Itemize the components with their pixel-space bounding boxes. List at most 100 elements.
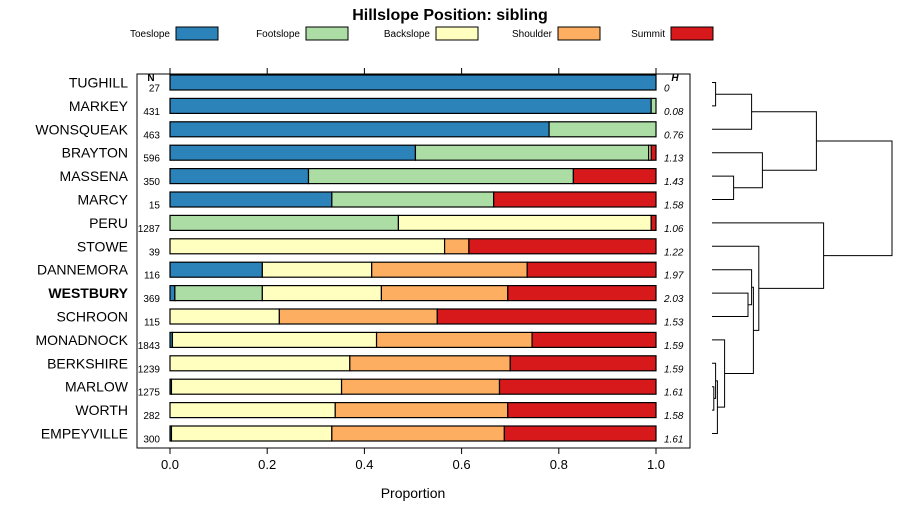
legend-label-toeslope: Toeslope <box>130 29 170 40</box>
entropy-label: 0 <box>664 84 670 95</box>
bar-segment-backslope <box>169 308 280 325</box>
dendrogram-link <box>712 222 825 289</box>
entropy-label: 1.59 <box>664 341 684 352</box>
dendrogram-link <box>712 93 753 130</box>
sample-size-label: 1275 <box>138 388 161 399</box>
x-tick-label: 0.4 <box>355 457 373 472</box>
bar-segment-footslope <box>174 285 263 302</box>
legend-swatch-footslope <box>305 26 349 41</box>
sample-size-label: 350 <box>143 177 160 188</box>
bar-segment-toeslope <box>169 144 417 161</box>
category-label: MARCY <box>77 192 128 208</box>
bar-segment-footslope <box>331 191 495 208</box>
dendrogram-link <box>712 269 753 306</box>
bar-segment-summit <box>650 214 657 231</box>
entropy-label: 0.76 <box>664 130 684 141</box>
dendrogram-link <box>712 380 718 434</box>
category-label: MARLOW <box>65 379 129 395</box>
dendrogram <box>712 82 893 434</box>
bar-segment-backslope <box>169 355 351 372</box>
bar-segment-shoulder <box>349 355 511 372</box>
entropy-label: 0.08 <box>664 107 684 118</box>
bar-segment-shoulder <box>334 402 509 419</box>
bar-segment-toeslope <box>169 285 176 302</box>
bar-segment-summit <box>436 308 657 325</box>
entropy-label: 2.03 <box>663 294 684 305</box>
bar-segment-summit <box>509 355 657 372</box>
n-column-header: N <box>147 73 154 84</box>
bar-segment-backslope <box>261 261 373 278</box>
entropy-label: 1.59 <box>664 364 684 375</box>
category-label: MARKEY <box>69 98 129 114</box>
bar-segment-footslope <box>307 168 574 185</box>
legend: Toeslope Footslope Backslope Shoulder Summit <box>130 26 714 41</box>
legend-swatch-toeslope <box>175 26 219 41</box>
bar-segment-backslope <box>171 331 378 348</box>
entropy-label: 1.58 <box>664 411 684 422</box>
bar-segment-summit <box>468 238 657 255</box>
entropy-label: 1.61 <box>664 435 683 446</box>
bar-segment-shoulder <box>380 285 509 302</box>
dendrogram-link <box>724 286 754 375</box>
category-label: WONSQUEAK <box>35 121 128 137</box>
sample-size-label: 596 <box>143 154 160 165</box>
legend-swatch-summit <box>670 26 714 41</box>
bar-segment-shoulder <box>443 238 470 255</box>
legend-swatch-backslope <box>435 26 479 41</box>
bar-segment-backslope <box>169 402 336 419</box>
bar-segment-backslope <box>170 425 333 442</box>
bar-segment-summit <box>503 425 657 442</box>
bar-segment-toeslope <box>169 97 652 115</box>
bar-segment-toeslope <box>169 121 550 138</box>
entropy-label: 1.22 <box>664 247 684 258</box>
category-label: TUGHILL <box>69 75 128 91</box>
x-tick-label: 0.6 <box>453 457 471 472</box>
legend-label-backslope: Backslope <box>384 29 431 40</box>
bar-segment-toeslope <box>169 191 333 208</box>
entropy-label: 1.61 <box>664 388 683 399</box>
category-label: MASSENA <box>60 168 129 184</box>
bar-segment-summit <box>572 168 657 185</box>
category-label: EMPEYVILLE <box>41 426 128 442</box>
legend-swatch-shoulder <box>557 26 601 41</box>
legend-label-shoulder: Shoulder <box>512 29 553 40</box>
bar-segment-footslope <box>548 121 657 138</box>
sample-size-label: 431 <box>143 107 160 118</box>
bar-segment-backslope <box>169 238 446 255</box>
bar-segment-summit <box>650 144 657 161</box>
entropy-label: 1.43 <box>664 177 684 188</box>
chart-title: Hillslope Position: sibling <box>352 7 548 24</box>
sample-size-label: 39 <box>149 247 161 258</box>
bar-segment-summit <box>507 285 657 302</box>
bar-segment-footslope <box>169 214 400 231</box>
bar-segment-shoulder <box>371 261 528 278</box>
sample-size-label: 27 <box>149 84 161 95</box>
bar-segment-shoulder <box>278 308 438 325</box>
sample-size-label: 115 <box>144 318 160 329</box>
entropy-label: 1.58 <box>664 201 684 212</box>
bar-segment-shoulder <box>340 378 501 395</box>
sample-size-label: 300 <box>143 435 160 446</box>
sample-size-label: 369 <box>143 294 160 305</box>
dendrogram-link <box>816 140 893 257</box>
bar-segment-summit <box>507 402 657 419</box>
bar-segment-summit <box>498 378 657 395</box>
dendrogram-link <box>712 152 763 189</box>
bar-segment-summit <box>526 261 657 278</box>
dendrogram-link <box>712 292 749 317</box>
legend-label-summit: Summit <box>631 29 665 40</box>
dendrogram-link <box>712 82 717 107</box>
legend-label-footslope: Footslope <box>256 29 300 40</box>
entropy-label: 1.13 <box>664 154 684 165</box>
bar-segment-footslope <box>414 144 650 161</box>
sample-size-label: 1843 <box>138 341 161 352</box>
category-label: BRAYTON <box>62 145 128 161</box>
x-tick-label: 0.0 <box>161 457 179 472</box>
entropy-label: 1.97 <box>664 271 684 282</box>
sample-size-label: 1287 <box>138 224 161 235</box>
entropy-label: 1.53 <box>664 318 684 329</box>
entropy-label: 1.06 <box>664 224 684 235</box>
x-tick-label: 1.0 <box>647 457 665 472</box>
category-label: DANNEMORA <box>37 262 129 278</box>
